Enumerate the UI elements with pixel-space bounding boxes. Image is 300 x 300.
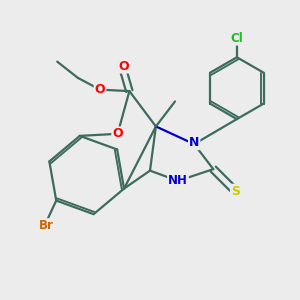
Text: S: S: [231, 185, 240, 198]
Text: O: O: [94, 83, 105, 96]
Text: O: O: [118, 60, 129, 73]
Text: N: N: [189, 136, 200, 149]
Text: Cl: Cl: [230, 32, 243, 45]
Text: NH: NH: [168, 174, 188, 188]
Text: Br: Br: [38, 219, 53, 232]
Text: O: O: [112, 127, 123, 140]
